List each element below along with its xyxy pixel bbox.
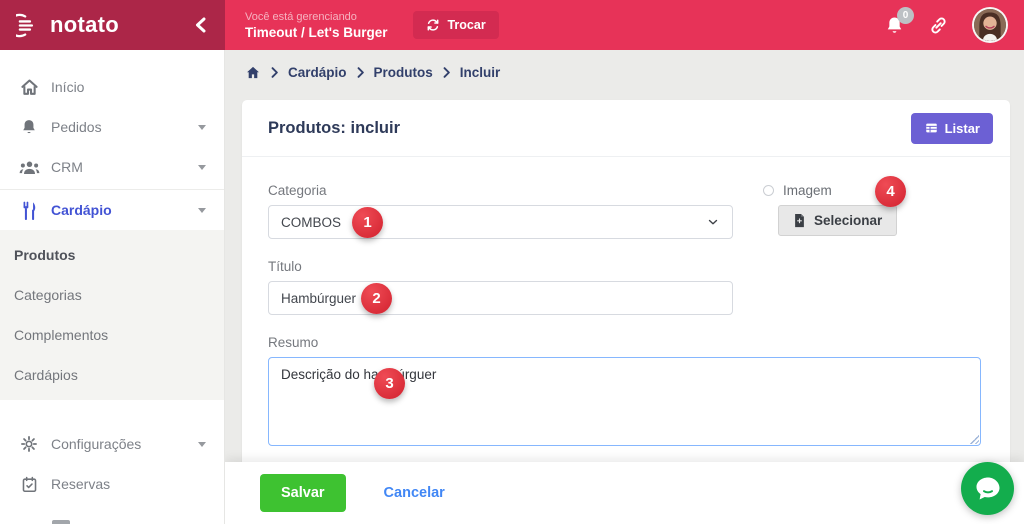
- sidebar-item-crm[interactable]: CRM: [0, 147, 224, 187]
- sidebar-item-label: Início: [51, 79, 85, 95]
- submenu-item-produtos[interactable]: Produtos: [0, 235, 224, 275]
- managing-info: Você está gerenciando Timeout / Let's Bu…: [245, 11, 387, 40]
- sidebar-item-inicio[interactable]: Início: [0, 67, 224, 107]
- caret-down-icon: [198, 164, 206, 170]
- imagem-radio[interactable]: [763, 185, 774, 196]
- sidebar-item-label: Configurações: [51, 436, 142, 452]
- submenu-item-label: Cardápios: [14, 367, 78, 383]
- user-avatar[interactable]: [972, 7, 1008, 43]
- listar-button[interactable]: Listar: [910, 112, 993, 144]
- imagem-label: Imagem: [783, 183, 832, 198]
- resumo-textarea[interactable]: Descrição do hambúrguer: [268, 357, 981, 446]
- chat-bubble-icon: [976, 477, 999, 499]
- caret-down-icon: [198, 207, 206, 213]
- submenu-item-label: Categorias: [14, 287, 82, 303]
- utensils-icon: [18, 201, 40, 220]
- chevron-down-icon: [706, 215, 720, 229]
- managing-label: Você está gerenciando: [245, 10, 357, 23]
- sidebar-item-label: Reservas: [51, 476, 111, 492]
- page-title: Produtos: incluir: [268, 118, 400, 137]
- breadcrumb-produtos[interactable]: Produtos: [373, 65, 433, 80]
- link-button[interactable]: [928, 15, 949, 36]
- cardapio-submenu: Produtos Categorias Complementos Cardápi…: [0, 230, 224, 400]
- annotation-badge-2: 2: [361, 283, 392, 314]
- annotation-badge-4: 4: [875, 176, 906, 207]
- notification-count-badge: 0: [897, 6, 914, 24]
- top-bar-main: Você está gerenciando Timeout / Let's Bu…: [225, 0, 1024, 50]
- home-icon: [247, 66, 259, 79]
- bell-icon: [18, 118, 40, 136]
- chat-widget-button[interactable]: [961, 462, 1014, 515]
- notato-logo-icon: [16, 13, 34, 37]
- titulo-label: Título: [268, 259, 302, 274]
- avatar-photo: [974, 9, 1006, 41]
- sidebar-item-configuracoes[interactable]: Configurações: [0, 424, 224, 464]
- sidebar-item-label: Pedidos: [51, 119, 102, 135]
- refresh-icon: [428, 19, 439, 31]
- sidebar-item-label: CRM: [51, 159, 83, 175]
- partial-menu-icon: [52, 520, 70, 524]
- salvar-button[interactable]: Salvar: [260, 474, 346, 512]
- users-icon: [18, 158, 40, 177]
- brand-name: notato: [50, 12, 120, 37]
- home-icon: [18, 78, 40, 97]
- managing-store-name: Timeout / Let's Burger: [245, 24, 388, 40]
- categoria-label: Categoria: [268, 183, 327, 198]
- gear-icon: [18, 435, 40, 453]
- top-right-icons: 0: [884, 6, 1008, 43]
- link-icon: [931, 17, 946, 33]
- cancelar-link[interactable]: Cancelar: [383, 485, 445, 501]
- categoria-group: Categoria COMBOS 1: [268, 183, 733, 239]
- chevron-right-icon: [356, 67, 365, 78]
- trocar-button[interactable]: Trocar: [413, 11, 499, 39]
- imagem-group: Imagem Selecionar 4: [763, 176, 906, 239]
- submenu-item-complementos[interactable]: Complementos: [0, 315, 224, 355]
- table-icon: [925, 123, 937, 133]
- sidebar: Início Pedidos CRM Car: [0, 50, 225, 524]
- selecionar-label: Selecionar: [814, 213, 883, 228]
- selecionar-button[interactable]: Selecionar: [778, 205, 898, 236]
- breadcrumb: Cardápio Produtos Incluir: [245, 65, 1024, 80]
- caret-down-icon: [198, 441, 206, 447]
- annotation-badge-3: 3: [374, 368, 405, 399]
- card-body: Categoria COMBOS 1: [242, 157, 1010, 472]
- resumo-label: Resumo: [268, 335, 319, 350]
- submenu-item-cardapios[interactable]: Cardápios: [0, 355, 224, 395]
- submenu-item-label: Produtos: [14, 247, 76, 263]
- sidebar-item-label: Cardápio: [51, 202, 112, 218]
- chevron-right-icon: [442, 67, 451, 78]
- resumo-group: Resumo Descrição do hambúrguer 3: [268, 335, 984, 446]
- card-header: Produtos: incluir Listar: [242, 100, 1010, 157]
- categoria-select[interactable]: COMBOS: [268, 205, 733, 239]
- top-bar: notato Você está gerenciando Timeout / L…: [0, 0, 1024, 50]
- titulo-input[interactable]: [268, 281, 733, 315]
- submenu-item-categorias[interactable]: Categorias: [0, 275, 224, 315]
- trocar-label: Trocar: [447, 18, 486, 32]
- form-actions-bar: Salvar Cancelar: [225, 462, 1024, 524]
- breadcrumb-incluir: Incluir: [459, 65, 501, 80]
- file-plus-icon: [795, 213, 804, 228]
- chevron-left-icon: [196, 17, 206, 33]
- sidebar-item-reservas[interactable]: Reservas: [0, 464, 224, 504]
- calendar-check-icon: [18, 476, 40, 493]
- sidebar-item-cardapio[interactable]: Cardápio: [0, 190, 224, 230]
- listar-label: Listar: [944, 120, 980, 136]
- submenu-item-label: Complementos: [14, 327, 109, 343]
- chevron-right-icon: [270, 67, 279, 78]
- main-content: Cardápio Produtos Incluir Produtos: incl…: [225, 50, 1024, 524]
- notato-logo: notato: [16, 12, 119, 39]
- sidebar-divider: [0, 189, 224, 190]
- notifications-button[interactable]: 0: [884, 6, 914, 36]
- produtos-incluir-card: Produtos: incluir Listar Categoria: [242, 100, 1010, 522]
- breadcrumb-cardapio[interactable]: Cardápio: [288, 65, 347, 80]
- sidebar-collapse-button[interactable]: [194, 17, 207, 33]
- sidebar-item-pedidos[interactable]: Pedidos: [0, 107, 224, 147]
- breadcrumb-home[interactable]: [245, 65, 261, 80]
- annotation-badge-1: 1: [352, 207, 383, 238]
- titulo-group: Título 2: [268, 259, 984, 315]
- categoria-selected-value: COMBOS: [281, 214, 342, 230]
- brand-area: notato: [0, 0, 225, 50]
- caret-down-icon: [198, 124, 206, 130]
